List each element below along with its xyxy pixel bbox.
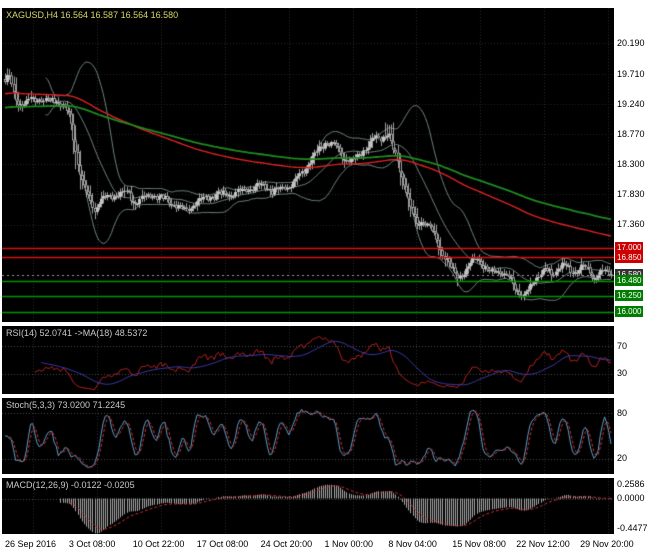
time-tick: 3 Oct 08:00 <box>68 539 116 549</box>
time-tick: 29 Nov 20:00 <box>580 539 634 549</box>
macd-canvas[interactable] <box>2 478 614 534</box>
price-tick: 18.300 <box>617 158 645 169</box>
time-tick: 15 Nov 08:00 <box>452 539 506 549</box>
price-axis[interactable]: 20.190 19.710 19.240 18.770 18.300 17.83… <box>614 0 660 560</box>
current-price-label: 16.580 <box>615 269 644 281</box>
support-price-label: 16.250 <box>615 290 644 302</box>
panel-splitter[interactable] <box>0 474 660 478</box>
stochastic-panel: Stoch(5,3,3) 73.0200 71.2245 <box>2 398 614 474</box>
price-tick: 17.830 <box>617 188 645 199</box>
rsi-level-70: 70 <box>617 340 628 351</box>
support-price-label: 16.480 <box>615 275 644 287</box>
rsi-panel: RSI(14) 52.0741 ->MA(18) 48.5372 <box>2 326 614 394</box>
time-tick: 26 Sep 2016 <box>5 539 57 549</box>
stoch-level-80: 80 <box>617 407 628 418</box>
macd-scale-min: -0.4477 <box>617 523 648 533</box>
time-tick: 17 Oct 08:00 <box>196 539 249 549</box>
time-tick: 24 Oct 20:00 <box>260 539 313 549</box>
macd-scale-max: 0.2586 <box>617 479 645 489</box>
rsi-level-30: 30 <box>617 368 628 379</box>
main-chart-canvas[interactable] <box>2 8 614 322</box>
rsi-canvas[interactable] <box>2 326 614 394</box>
main-chart-panel: XAGUSD,H4 16.564 16.587 16.564 16.580 <box>2 8 614 322</box>
price-tick: 19.710 <box>617 68 645 79</box>
time-tick: 1 Nov 00:00 <box>324 539 374 549</box>
price-tick: 19.240 <box>617 98 645 109</box>
macd-zero-label: 0.0000 <box>617 493 645 503</box>
resistance-price-label: 17.000 <box>615 242 644 254</box>
price-tick: 18.770 <box>617 128 645 139</box>
macd-panel: MACD(12,26,9) -0.0122 -0.0205 <box>2 478 614 534</box>
time-tick: 22 Nov 12:00 <box>516 539 570 549</box>
time-tick: 8 Nov 04:00 <box>388 539 437 549</box>
support-price-label: 16.000 <box>615 306 644 318</box>
price-tick: 20.190 <box>617 37 645 48</box>
resistance-price-label: 16.850 <box>615 251 644 263</box>
stoch-level-20: 20 <box>617 453 628 464</box>
stochastic-canvas[interactable] <box>2 398 614 474</box>
panel-splitter[interactable] <box>0 394 660 398</box>
panel-splitter[interactable] <box>0 322 660 326</box>
time-axis[interactable]: 26 Sep 2016 3 Oct 08:00 10 Oct 22:00 17 … <box>0 534 660 560</box>
price-tick: 17.360 <box>617 219 645 230</box>
time-tick: 10 Oct 22:00 <box>132 539 185 549</box>
